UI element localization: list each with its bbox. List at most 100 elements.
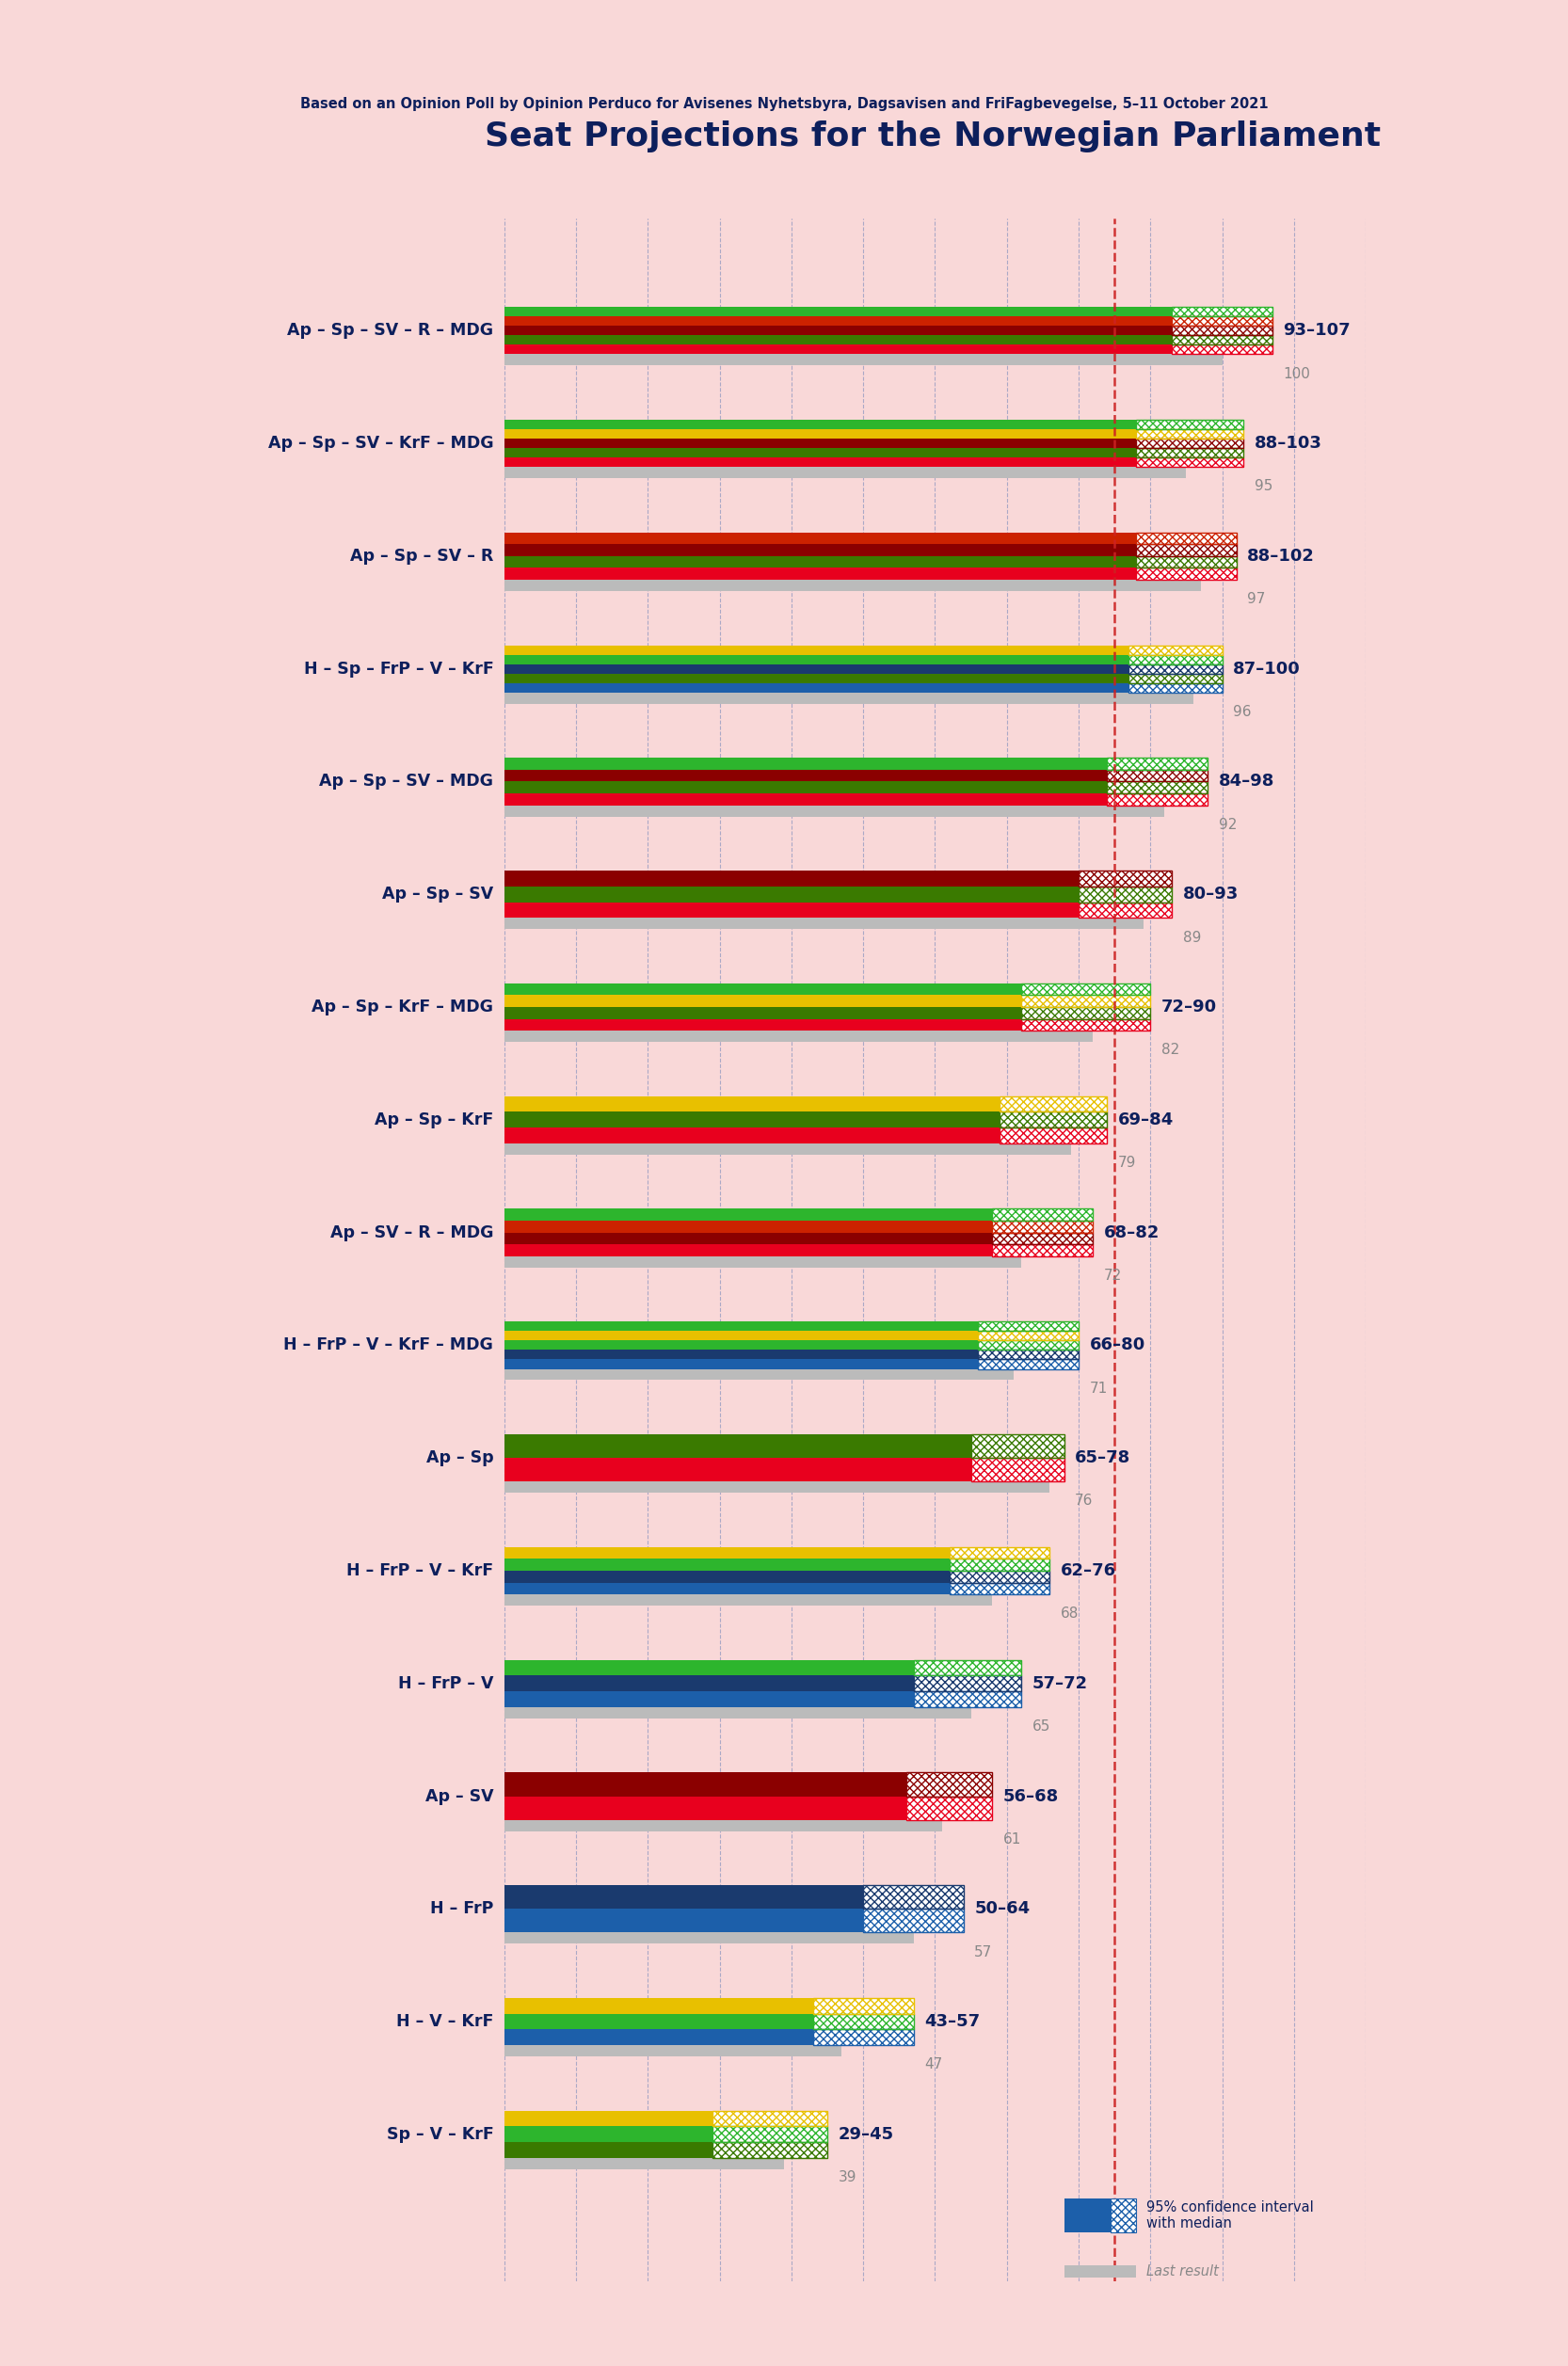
Text: Based on an Opinion Poll by Opinion Perduco for Avisenes Nyhetsbyra, Dagsavisen : Based on an Opinion Poll by Opinion Perd… [299, 97, 1269, 111]
Bar [999, 1129, 1107, 1143]
Bar [978, 1342, 1079, 1351]
Bar [812, 2013, 914, 2030]
Text: H – Sp – FrP – V – KrF: H – Sp – FrP – V – KrF [304, 660, 494, 677]
Bar [505, 1332, 978, 1342]
Bar [505, 428, 1135, 438]
Bar [505, 804, 1165, 816]
Bar [1021, 1008, 1151, 1020]
Bar [505, 655, 1129, 665]
Text: 80–93: 80–93 [1182, 885, 1239, 904]
Text: 47: 47 [924, 2058, 942, 2073]
Bar [505, 1143, 1071, 1155]
Bar [505, 871, 1079, 887]
Bar [1129, 655, 1221, 665]
Bar [1021, 996, 1151, 1008]
Bar [1021, 984, 1151, 996]
Bar [949, 1559, 1051, 1571]
Bar [505, 1583, 949, 1595]
Bar [1135, 556, 1237, 568]
Bar [1135, 447, 1243, 457]
Bar [505, 1008, 1021, 1020]
Bar [993, 1245, 1093, 1256]
Bar [505, 918, 1143, 930]
Text: Ap – SV – R – MDG: Ap – SV – R – MDG [331, 1223, 494, 1240]
Bar [505, 1772, 906, 1796]
Bar [993, 1209, 1093, 1221]
Text: H – FrP: H – FrP [430, 1900, 494, 1916]
Bar [978, 1360, 1079, 1370]
Bar [993, 1209, 1093, 1221]
Bar [812, 1997, 914, 2013]
Bar [1171, 308, 1272, 317]
Bar [505, 1221, 993, 1233]
Bar [914, 1675, 1021, 1692]
Text: 29–45: 29–45 [837, 2127, 894, 2144]
Bar [993, 1233, 1093, 1245]
Bar [1135, 457, 1243, 466]
Bar [505, 2141, 712, 2158]
Text: 84–98: 84–98 [1218, 774, 1275, 790]
Text: H – V – KrF: H – V – KrF [397, 2013, 494, 2030]
Bar [862, 1886, 964, 1909]
Text: 100: 100 [1283, 367, 1311, 381]
Bar [1135, 419, 1243, 428]
Bar [1171, 327, 1272, 336]
Text: Ap – Sp – KrF – MDG: Ap – Sp – KrF – MDG [312, 998, 494, 1015]
Bar [993, 1233, 1093, 1245]
Bar [505, 1095, 999, 1112]
Bar [993, 1221, 1093, 1233]
Text: Ap – Sp – SV – MDG: Ap – Sp – SV – MDG [320, 774, 494, 790]
Text: 88–103: 88–103 [1254, 435, 1322, 452]
Bar [971, 1457, 1065, 1481]
Bar [1129, 655, 1221, 665]
Bar [712, 2141, 828, 2158]
Bar [505, 1323, 978, 1332]
Bar [505, 438, 1135, 447]
Bar [1129, 684, 1221, 693]
Bar [505, 665, 1129, 674]
Bar [505, 1457, 971, 1481]
Bar [1171, 336, 1272, 345]
Text: Ap – Sp – SV: Ap – Sp – SV [383, 885, 494, 904]
Text: Ap – Sp: Ap – Sp [426, 1450, 494, 1467]
Text: 68: 68 [1060, 1607, 1079, 1621]
Bar [1135, 447, 1243, 457]
Bar [1135, 532, 1237, 544]
Text: 65–78: 65–78 [1076, 1450, 1131, 1467]
Text: 96: 96 [1232, 705, 1251, 719]
Bar [505, 1997, 812, 2013]
Bar [505, 646, 1129, 655]
Bar [1135, 568, 1237, 580]
Bar [1107, 793, 1207, 804]
Bar [1129, 646, 1221, 655]
Bar [505, 1595, 993, 1607]
Bar [978, 1332, 1079, 1342]
Bar [949, 1547, 1051, 1559]
Bar [812, 2030, 914, 2044]
Bar [1107, 793, 1207, 804]
Bar [862, 1886, 964, 1909]
Bar [505, 1796, 906, 1819]
Bar [1107, 769, 1207, 781]
Bar [1021, 1008, 1151, 1020]
Text: 95: 95 [1254, 480, 1273, 494]
Bar [505, 1675, 914, 1692]
Bar [505, 769, 1107, 781]
Bar [505, 2013, 812, 2030]
Bar [971, 1434, 1065, 1457]
Text: H – FrP – V – KrF: H – FrP – V – KrF [347, 1562, 494, 1578]
Bar [505, 2044, 842, 2056]
Bar [505, 308, 1171, 317]
Bar [505, 901, 1079, 918]
Bar [1135, 438, 1243, 447]
Text: 76: 76 [1076, 1493, 1093, 1507]
Bar [505, 1020, 1021, 1032]
Bar [949, 1571, 1051, 1583]
Bar [971, 1457, 1065, 1481]
Bar [812, 1997, 914, 2013]
Bar [505, 2110, 712, 2127]
Bar [1135, 428, 1243, 438]
Bar [712, 2141, 828, 2158]
Bar [812, 2013, 914, 2030]
Text: 82: 82 [1162, 1043, 1179, 1058]
